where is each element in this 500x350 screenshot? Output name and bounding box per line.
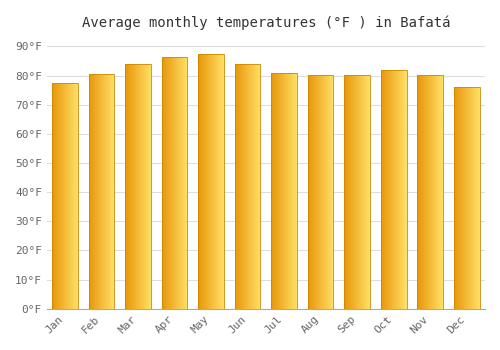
Bar [162, 57, 188, 309]
Bar [272, 72, 297, 309]
Title: Average monthly temperatures (°F ) in Bafatá: Average monthly temperatures (°F ) in Ba… [82, 15, 450, 29]
Bar [235, 64, 260, 309]
Bar [381, 70, 406, 309]
Bar [52, 83, 78, 309]
Bar [418, 75, 443, 309]
Bar [308, 75, 334, 309]
Bar [344, 75, 370, 309]
Bar [126, 64, 151, 309]
Bar [454, 88, 479, 309]
Bar [89, 74, 114, 309]
Bar [198, 54, 224, 309]
